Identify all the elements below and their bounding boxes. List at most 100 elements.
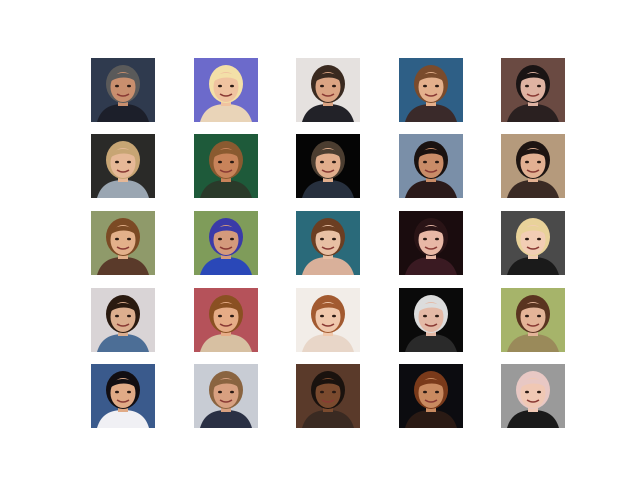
portrait-mouth [219,399,233,403]
portrait-eye [423,84,427,88]
portrait-eye [115,390,119,394]
portrait-eye [320,390,324,394]
portrait-eye [320,160,324,164]
portrait-woman-curly-brown [501,288,565,352]
portrait-man-dark-suit [91,58,155,122]
portrait-mouth [321,399,335,403]
portrait-woman-light [296,288,360,352]
portrait-shoulders [302,257,354,275]
portrait-hair-fringe [213,73,239,82]
portrait-shoulders [97,257,149,275]
portrait-shoulders [405,334,457,352]
portrait-hair-fringe [213,379,239,388]
portrait-eye [127,390,131,394]
portrait-hair-fringe [110,303,136,312]
portrait-shoulders [507,334,559,352]
portrait-shoulders [97,410,149,428]
portrait-mouth [424,246,438,250]
portrait-hair-fringe [315,379,341,388]
portrait-shoulders [200,334,252,352]
portrait-hair-fringe [520,379,546,388]
portrait-woman-tan-background [501,134,565,198]
portrait-shoulders [200,410,252,428]
portrait-eye [435,160,439,164]
portrait-eye [525,390,529,394]
portrait-mouth [424,169,438,173]
portrait-eye [332,237,336,241]
portrait-thumbnail [501,211,565,275]
portrait-older-woman-glasses [399,288,463,352]
portrait-eye [230,314,234,318]
portrait-thumbnail [194,211,258,275]
portrait-eye [230,84,234,88]
portrait-thumbnail [91,58,155,122]
portrait-eye [115,160,119,164]
portrait-hair-fringe [520,303,546,312]
portrait-thumbnail [194,364,258,428]
portrait-thumbnail [194,288,258,352]
portrait-thumbnail [399,58,463,122]
portrait-thumbnail [296,288,360,352]
portrait-shoulders [97,104,149,122]
portrait-eye [115,314,119,318]
portrait-young-man [91,364,155,428]
portrait-thumbnail [194,58,258,122]
portrait-eye [320,84,324,88]
portrait-shoulders [405,257,457,275]
portrait-man-smiling-green [194,134,258,198]
portrait-hair-fringe [418,379,444,388]
portrait-hair-fringe [315,226,341,235]
portrait-shoulders [405,104,457,122]
portrait-eye [230,390,234,394]
portrait-eye [423,237,427,241]
portrait-dark-hair-woman [501,58,565,122]
portrait-thumbnail [91,134,155,198]
portrait-eye [218,390,222,394]
portrait-woman-dark-hair [399,134,463,198]
portrait-thumbnail [501,134,565,198]
portrait-woman-long-hair [91,211,155,275]
portrait-thumbnail [91,288,155,352]
portrait-eye [230,237,234,241]
portrait-mouth [116,169,130,173]
portrait-hair-fringe [520,149,546,158]
portrait-shoulders [302,104,354,122]
portrait-cyclist-helmet [194,211,258,275]
portrait-eye [320,314,324,318]
portrait-hair-fringe [110,226,136,235]
portrait-eye [230,160,234,164]
portrait-mouth [321,323,335,327]
portrait-eye [537,84,541,88]
portrait-woman-auburn [194,288,258,352]
portrait-mouth [526,93,540,97]
portrait-eye [525,84,529,88]
portrait-shoulders [302,180,354,198]
portrait-thumbnail [296,211,360,275]
portrait-eye [435,84,439,88]
portrait-hair-fringe [418,73,444,82]
portrait-shoulders [507,180,559,198]
portrait-eye [127,237,131,241]
portrait-mouth [219,246,233,250]
portrait-thumbnail [501,288,565,352]
portrait-shoulders [507,257,559,275]
portrait-thumbnail [91,211,155,275]
portrait-hair-fringe [418,303,444,312]
portrait-shoulders [302,410,354,428]
portrait-man-long-hair [399,364,463,428]
portrait-mouth [424,323,438,327]
portrait-mouth [219,323,233,327]
portrait-hair-fringe [315,73,341,82]
portrait-woman-lying [296,211,360,275]
portrait-mouth [526,246,540,250]
portrait-mouth [116,399,130,403]
portrait-eye [218,237,222,241]
portrait-hair-fringe [315,149,341,158]
portrait-eye [525,237,529,241]
portrait-eye [423,160,427,164]
portrait-eye [537,160,541,164]
portrait-eye [435,314,439,318]
portrait-shoulders [507,410,559,428]
portrait-eye [332,84,336,88]
portrait-shoulders [97,334,149,352]
